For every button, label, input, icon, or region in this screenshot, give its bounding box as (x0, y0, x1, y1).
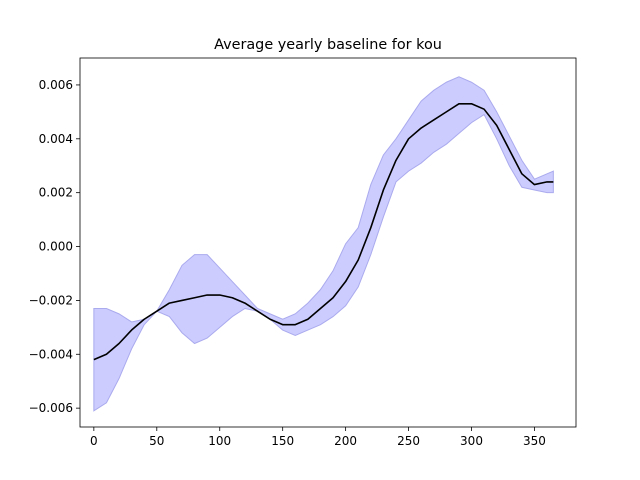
x-tick-label: 0 (90, 434, 98, 448)
y-tick-label: −0.006 (29, 401, 73, 415)
confidence-band (93, 76, 554, 412)
x-tick-label: 300 (460, 434, 483, 448)
y-tick-label: 0.002 (39, 186, 73, 200)
x-axis: 0 50 100 150 200 250 300 350 (90, 427, 546, 448)
confidence-band-layer (93, 76, 554, 412)
x-tick-label: 350 (523, 434, 546, 448)
y-tick-label: 0.006 (39, 78, 73, 92)
chart-title: Average yearly baseline for kou (214, 37, 442, 53)
y-axis: −0.006 −0.004 −0.002 0.000 0.002 0.004 0.006 (29, 78, 80, 415)
y-tick-label: −0.002 (29, 293, 73, 307)
series-line-layer (93, 102, 554, 361)
y-tick-label: −0.004 (29, 347, 73, 361)
x-tick-label: 50 (149, 434, 164, 448)
y-tick-label: 0.000 (39, 240, 73, 254)
x-tick-label: 250 (397, 434, 420, 448)
series-line (93, 102, 554, 361)
y-tick-label: 0.004 (39, 132, 73, 146)
x-tick-label: 100 (208, 434, 231, 448)
plot-frame (79, 57, 577, 428)
x-tick-label: 150 (271, 434, 294, 448)
x-tick-label: 200 (334, 434, 357, 448)
